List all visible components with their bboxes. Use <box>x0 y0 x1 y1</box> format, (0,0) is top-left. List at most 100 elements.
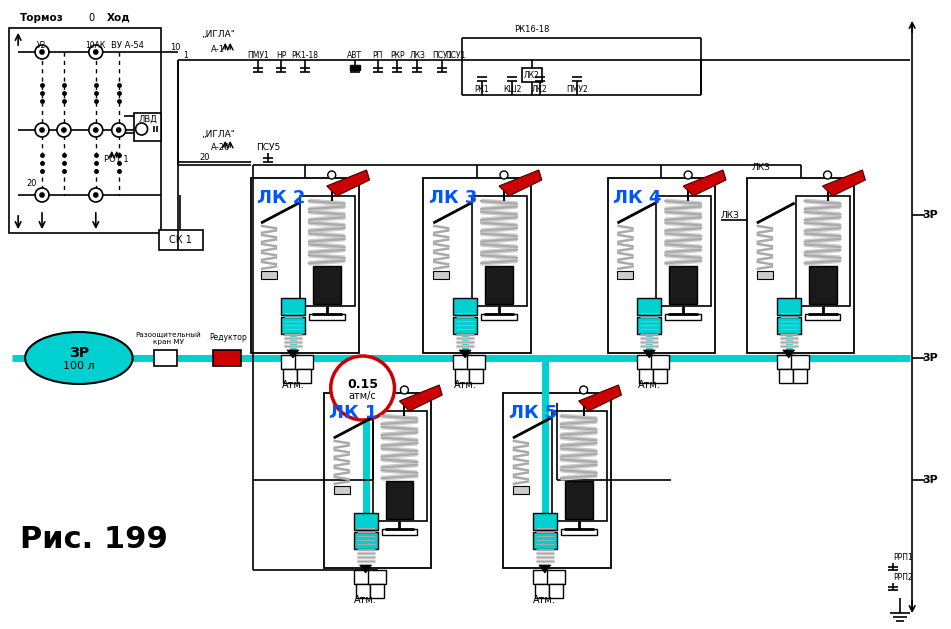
Bar <box>281 317 305 334</box>
Bar <box>637 317 661 334</box>
Bar <box>281 355 299 369</box>
Bar <box>309 314 344 320</box>
Bar <box>533 570 551 584</box>
Text: 10: 10 <box>170 43 181 52</box>
Bar <box>656 196 711 306</box>
Bar <box>533 532 556 549</box>
Text: ЗР: ЗР <box>68 346 89 360</box>
Text: ВУ А-54: ВУ А-54 <box>110 40 144 50</box>
Text: ЛК 1: ЛК 1 <box>329 404 378 422</box>
Text: 20: 20 <box>200 153 210 162</box>
Circle shape <box>117 128 121 132</box>
Circle shape <box>684 171 692 179</box>
Text: РРП2: РРП2 <box>893 574 913 582</box>
Text: Атм.: Атм. <box>281 380 304 390</box>
Bar <box>153 350 178 366</box>
Circle shape <box>40 50 44 54</box>
Bar <box>434 271 449 279</box>
Text: РК1: РК1 <box>475 86 490 94</box>
Bar <box>805 314 841 320</box>
Bar <box>552 411 607 521</box>
Bar <box>670 266 697 304</box>
Text: „ИГЛА": „ИГЛА" <box>202 30 235 40</box>
Text: 3Р: 3Р <box>922 210 938 220</box>
Text: РОТ 1: РОТ 1 <box>104 155 128 165</box>
Text: РК16-18: РК16-18 <box>514 26 550 35</box>
Bar <box>281 298 305 315</box>
Bar <box>637 298 661 315</box>
Polygon shape <box>783 350 795 358</box>
Bar <box>617 271 633 279</box>
Bar <box>313 266 340 304</box>
Text: 3Р: 3Р <box>922 475 938 485</box>
Ellipse shape <box>25 332 132 384</box>
Bar <box>323 393 432 568</box>
Text: ЛК2: ЛК2 <box>532 86 548 94</box>
Bar <box>777 355 795 369</box>
Text: РК1-18: РК1-18 <box>291 50 319 60</box>
Bar <box>354 570 372 584</box>
Text: ПМУ1: ПМУ1 <box>247 50 269 60</box>
Circle shape <box>94 128 98 132</box>
Bar <box>533 513 556 530</box>
Bar <box>454 298 477 315</box>
Bar <box>373 411 427 521</box>
Bar <box>549 584 563 598</box>
Text: ПСУ1: ПСУ1 <box>445 50 465 60</box>
Text: Атм.: Атм. <box>454 380 476 390</box>
Circle shape <box>824 171 831 179</box>
Bar <box>637 355 655 369</box>
Bar <box>295 355 313 369</box>
Text: 0: 0 <box>88 13 95 23</box>
Text: ЛК 5: ЛК 5 <box>509 404 557 422</box>
Polygon shape <box>327 170 370 196</box>
Text: Редуктор: Редуктор <box>209 333 247 343</box>
Text: ЛКЗ: ЛКЗ <box>751 164 770 172</box>
Bar <box>467 355 485 369</box>
Text: кран МУ: кран МУ <box>153 339 184 345</box>
Polygon shape <box>499 170 542 196</box>
Bar <box>469 369 483 383</box>
Circle shape <box>35 45 49 59</box>
Circle shape <box>328 171 336 179</box>
Text: НР: НР <box>276 50 286 60</box>
Text: А-20: А-20 <box>211 143 230 152</box>
Bar <box>534 584 549 598</box>
Text: 10АК: 10АК <box>86 40 106 50</box>
Bar <box>381 529 417 535</box>
Text: РКР: РКР <box>390 50 405 60</box>
Bar <box>334 486 350 494</box>
Bar <box>10 28 162 233</box>
Bar <box>666 314 701 320</box>
Circle shape <box>57 123 71 137</box>
Text: ЛКЗ: ЛКЗ <box>721 211 740 220</box>
Bar <box>651 355 670 369</box>
Text: Тормоз: Тормоз <box>20 13 64 23</box>
Bar <box>779 369 793 383</box>
Polygon shape <box>683 170 726 196</box>
Bar <box>481 314 517 320</box>
Circle shape <box>136 123 147 135</box>
Text: ЛК 4: ЛК 4 <box>613 189 662 207</box>
Bar <box>777 298 801 315</box>
Circle shape <box>94 193 98 197</box>
Bar <box>608 178 715 353</box>
Bar <box>354 532 378 549</box>
Bar <box>283 369 297 383</box>
Circle shape <box>40 128 44 132</box>
Circle shape <box>331 356 395 420</box>
Bar <box>503 393 611 568</box>
Bar <box>522 68 542 82</box>
Text: ЛВД: ЛВД <box>138 114 157 123</box>
Circle shape <box>35 188 49 202</box>
Text: Ход: Ход <box>107 13 130 23</box>
Bar <box>133 113 162 141</box>
Text: 1: 1 <box>183 52 187 60</box>
Bar <box>159 230 204 250</box>
Text: ПМУ2: ПМУ2 <box>566 86 588 94</box>
Text: ЛК 3: ЛК 3 <box>429 189 477 207</box>
Text: „ИГЛА": „ИГЛА" <box>202 130 235 140</box>
Bar <box>456 369 469 383</box>
Circle shape <box>35 123 49 137</box>
Text: 0.15: 0.15 <box>347 377 378 391</box>
